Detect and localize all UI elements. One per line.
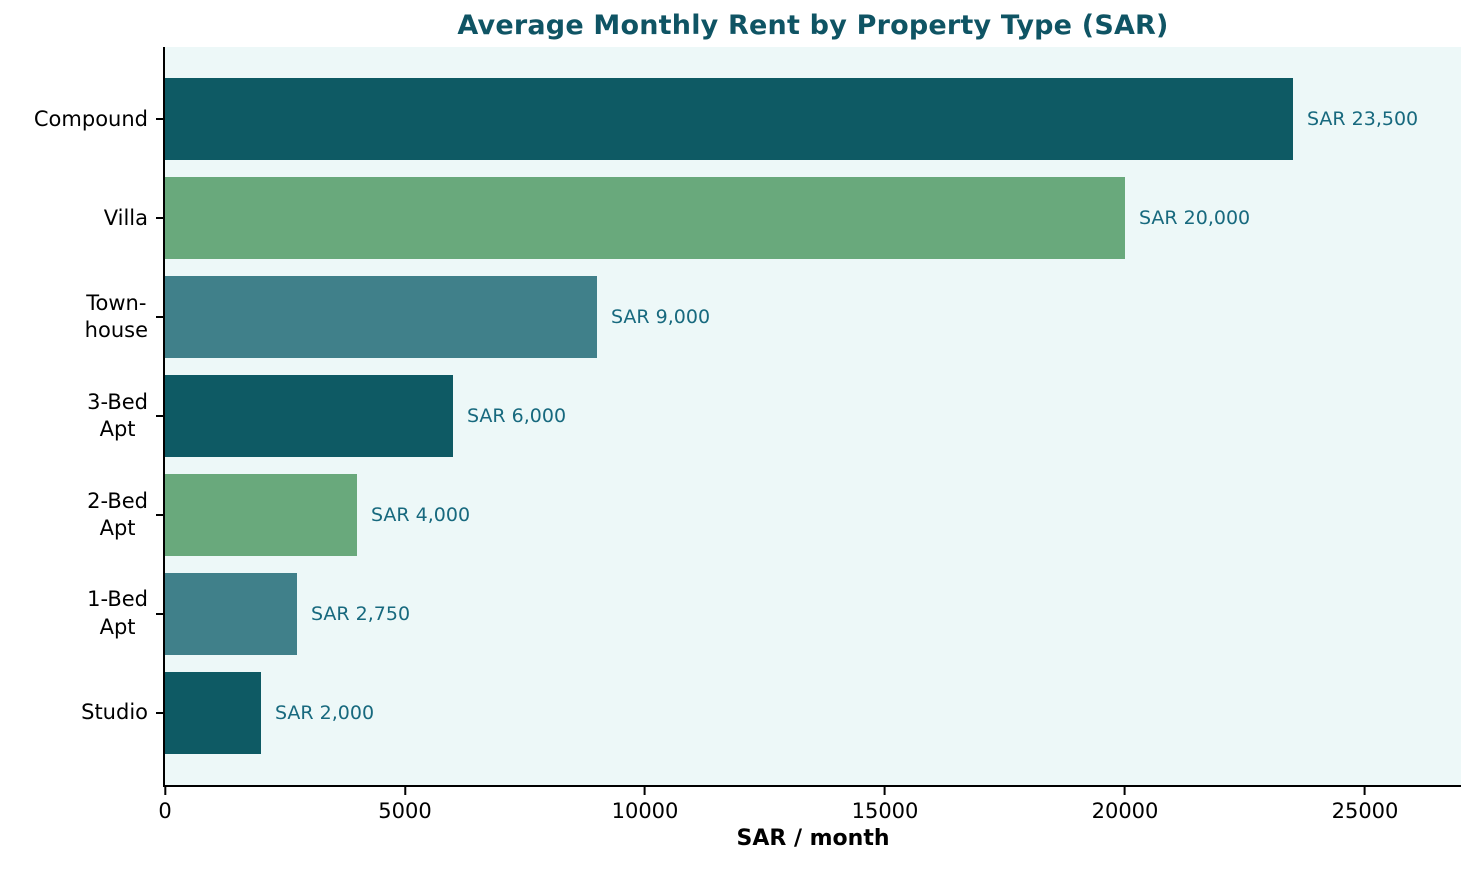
bar-3-bed-apt: [165, 375, 453, 457]
bar-row: SAR 9,000: [165, 268, 1461, 367]
y-tick-label-row: Compound: [0, 70, 148, 169]
y-axis-tick-marks: [156, 47, 164, 785]
y-tick-label-row: 1-Bed Apt: [0, 564, 148, 663]
bar-row: SAR 23,500: [165, 70, 1461, 169]
bar-value-label: SAR 20,000: [1139, 207, 1251, 230]
y-tick-mark: [156, 612, 164, 615]
x-tick: 25000: [1331, 787, 1399, 823]
bar-value-label: SAR 2,000: [275, 701, 375, 724]
bar-value-label: SAR 4,000: [371, 503, 471, 526]
chart-title: Average Monthly Rent by Property Type (S…: [457, 10, 1169, 41]
x-tick-mark: [164, 787, 166, 795]
y-tick-label: Compound: [33, 106, 148, 131]
x-tick: 15000: [851, 787, 919, 823]
y-tick-label: 3-Bed Apt: [87, 389, 148, 441]
x-tick-mark: [644, 787, 646, 795]
x-tick-label: 5000: [378, 799, 432, 823]
bar-row: SAR 6,000: [165, 367, 1461, 466]
bar-compound: [165, 78, 1293, 161]
bar-studio: [165, 671, 261, 754]
y-tick-label-row: 2-Bed Apt: [0, 465, 148, 564]
y-tick-label-row: Villa: [0, 169, 148, 268]
bar-row: SAR 2,750: [165, 564, 1461, 663]
bar-townhouse: [165, 276, 597, 359]
x-tick: 0: [158, 787, 172, 823]
x-tick-mark: [884, 787, 886, 795]
y-tick-mark: [156, 711, 164, 714]
y-tick-label: Villa: [103, 205, 148, 230]
x-tick-label: 15000: [851, 799, 919, 823]
bar-row: SAR 20,000: [165, 169, 1461, 268]
x-tick-mark: [403, 787, 406, 795]
y-tick-label: Studio: [81, 699, 148, 724]
bar-value-label: SAR 6,000: [466, 405, 567, 427]
y-axis-labels: Compound Villa Town- house 3-Bed Apt 2-Bed A…: [0, 47, 148, 785]
y-tick-mark: [156, 513, 164, 516]
y-tick-mark: [156, 316, 164, 319]
x-tick-mark: [1364, 787, 1366, 795]
bar-2-bed-apt: [165, 473, 357, 556]
y-tick-label-row: Town- house: [0, 268, 148, 367]
bar-row: SAR 2,000: [165, 663, 1461, 762]
bar-value-label: SAR 9,000: [611, 306, 711, 329]
y-tick-label-row: Studio: [0, 663, 148, 762]
bar-1-bed-apt: [165, 572, 297, 655]
y-tick-mark: [156, 217, 164, 220]
bar-row: SAR 4,000: [165, 465, 1461, 564]
x-axis-line: [163, 785, 1461, 787]
bar-value-label: SAR 2,750: [311, 602, 411, 625]
bars-container: SAR 23,500 SAR 20,000 SAR 9,000 SAR 6,000 SA…: [165, 47, 1461, 785]
x-axis-title: SAR / month: [736, 826, 890, 851]
y-tick-label-row: 3-Bed Apt: [0, 367, 148, 466]
x-tick-label: 20000: [1091, 799, 1159, 823]
x-tick: 20000: [1091, 787, 1159, 823]
y-tick-mark: [156, 415, 164, 417]
x-tick-mark: [1124, 787, 1126, 795]
y-tick-label: 2-Bed Apt: [87, 488, 148, 540]
x-tick: 10000: [611, 787, 679, 823]
x-tick: 5000: [378, 787, 432, 823]
x-tick-label: 0: [158, 799, 172, 823]
y-tick-label: 1-Bed Apt: [87, 587, 148, 639]
x-tick-label: 10000: [611, 799, 679, 823]
y-axis-line: [163, 47, 165, 787]
y-tick-mark: [156, 118, 164, 121]
x-axis-ticks: 0 5000 10000 15000 20000 25000: [158, 787, 1461, 829]
y-tick-label: Town- house: [84, 290, 148, 343]
x-tick-label: 25000: [1331, 799, 1399, 823]
bar-villa: [165, 177, 1125, 260]
bar-value-label: SAR 23,500: [1307, 108, 1419, 131]
